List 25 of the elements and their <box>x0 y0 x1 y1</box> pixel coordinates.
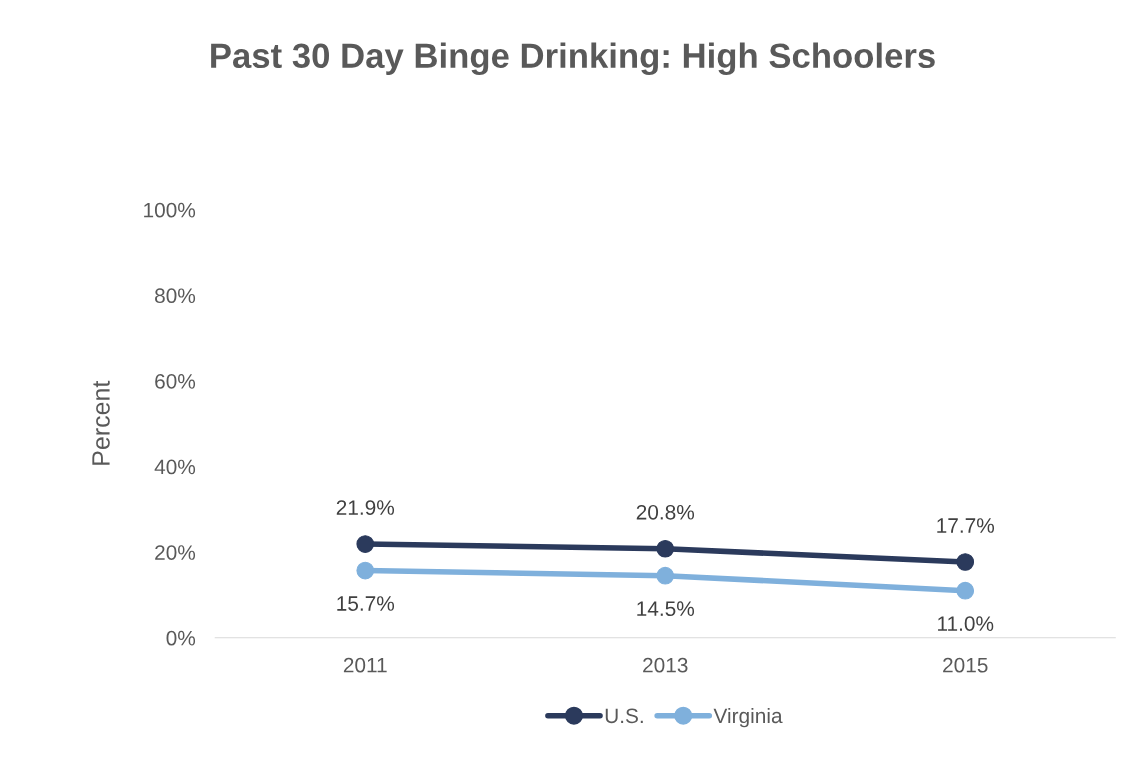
point <box>656 566 675 585</box>
point <box>356 561 375 580</box>
y-tick-label: 80% <box>155 288 196 304</box>
chart-title: Past 30 Day Binge Drinking: High Schoolers <box>211 42 935 76</box>
data-label: 17.7% <box>937 518 995 533</box>
data-label: 14.5% <box>637 601 695 617</box>
point <box>956 581 975 600</box>
x-tick-label: 2015 <box>943 657 988 673</box>
legend-label: U.S. <box>605 708 643 724</box>
data-label: 11.0% <box>938 616 994 631</box>
point <box>356 535 375 553</box>
data-label: 15.7% <box>337 596 395 611</box>
data-label: 20.8% <box>636 504 695 520</box>
y-tick-label: 20% <box>155 545 196 560</box>
data-label: 21.9% <box>336 500 395 515</box>
point <box>956 553 975 571</box>
y-tick-label: 60% <box>155 373 196 389</box>
x-tick-label: 2011 <box>343 657 387 673</box>
legend-label: Virginia <box>713 707 783 728</box>
x-tick-label: 2013 <box>643 657 688 673</box>
y-tick-label: 40% <box>154 459 196 475</box>
y-axis-title: Percent <box>92 380 110 465</box>
y-tick-label: 100% <box>144 202 196 218</box>
y-tick-label: 0% <box>166 630 196 646</box>
point <box>656 539 675 558</box>
